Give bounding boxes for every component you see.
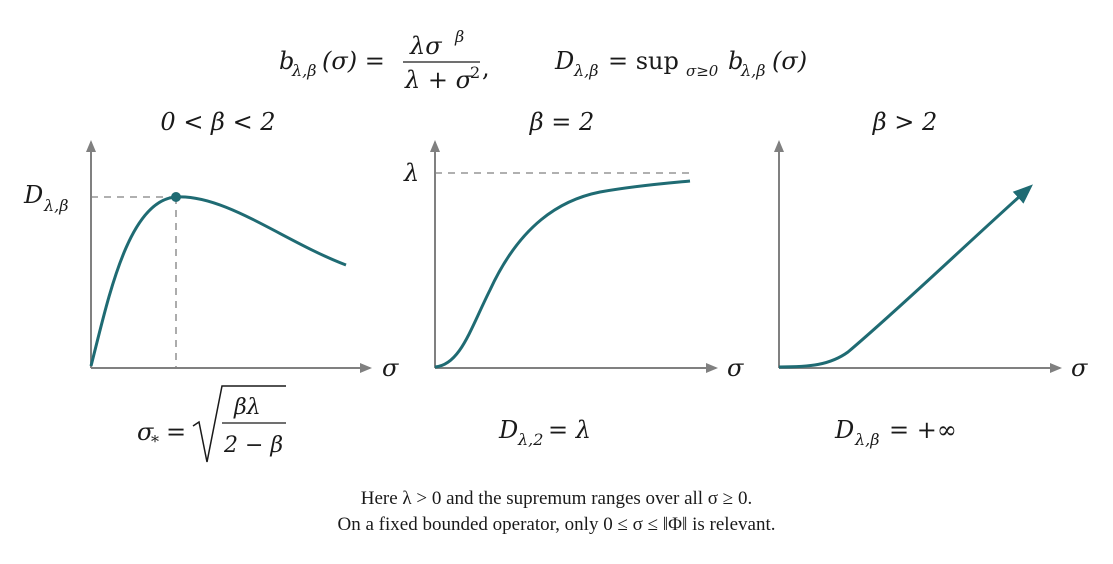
panel-1-x-label: σ xyxy=(382,354,399,382)
panel-1-caption-eq: = xyxy=(166,418,186,446)
fraction-numerator: λσ xyxy=(409,32,442,60)
panel-3-caption-D: D xyxy=(834,416,854,444)
panel-1-caption-sqrt xyxy=(192,385,286,463)
panel-1-plot: D λ,β σ σ * = βλ 2 − β xyxy=(23,140,399,463)
panel-2-caption-sub: λ,2 xyxy=(517,430,543,449)
panel-3-title: β > 2 xyxy=(872,108,938,136)
panel-2-caption-D: D xyxy=(498,416,518,444)
b-symbol: b xyxy=(279,47,294,75)
sup-operator: = sup xyxy=(608,47,679,75)
panel-1-caption-den: 2 − β xyxy=(223,433,283,458)
numerator-exponent: β xyxy=(454,27,464,46)
note-line-2: On a fixed bounded operator, only 0 ≤ σ … xyxy=(337,514,776,535)
panel-1-y-label-sub: λ,β xyxy=(43,196,68,215)
sup-subscript: σ≥0 xyxy=(686,62,719,80)
definition-formula: b λ,β (σ) = λσ β λ + σ 2 , D λ,β = sup σ… xyxy=(279,27,807,94)
panel-2-y-label: λ xyxy=(403,159,419,187)
sup-argument: (σ) xyxy=(772,47,807,75)
panel-2-plot: λ σ D λ,2 = λ xyxy=(403,140,744,449)
sup-b-symbol: b xyxy=(728,47,743,75)
panel-1-max-point xyxy=(171,192,181,202)
b-subscript: λ,β xyxy=(291,61,316,80)
panel-3-plot: σ D λ,β = +∞ xyxy=(774,140,1088,449)
panel-2-caption-rest: = λ xyxy=(548,416,591,444)
panel-3-x-label: σ xyxy=(1071,354,1088,382)
panel-1-caption-star: * xyxy=(151,432,159,451)
panel-3-curve xyxy=(778,184,1033,369)
panel-3-caption-rest: = +∞ xyxy=(889,416,957,444)
panel-3-caption-sub: λ,β xyxy=(854,430,879,449)
formula-comma: , xyxy=(482,54,490,82)
D-symbol: D xyxy=(554,47,574,75)
panel-2-x-label: σ xyxy=(727,354,744,382)
denominator-exponent: 2 xyxy=(470,63,480,82)
sup-b-subscript: λ,β xyxy=(740,61,765,80)
b-argument: (σ) = xyxy=(322,47,385,75)
D-subscript: λ,β xyxy=(573,61,598,80)
panel-2-title: β = 2 xyxy=(529,108,595,136)
panel-1-caption-num: βλ xyxy=(233,395,261,420)
panel-1-caption-sigma: σ xyxy=(137,418,154,446)
panel-1-curve xyxy=(89,195,347,367)
note-line-1: Here λ > 0 and the supremum ranges over … xyxy=(360,488,753,509)
panel-1-title: 0 < β < 2 xyxy=(160,108,276,136)
panel-1-y-label: D xyxy=(23,181,43,209)
fraction-denominator: λ + σ xyxy=(404,66,473,94)
panel-2-curve xyxy=(434,179,691,369)
